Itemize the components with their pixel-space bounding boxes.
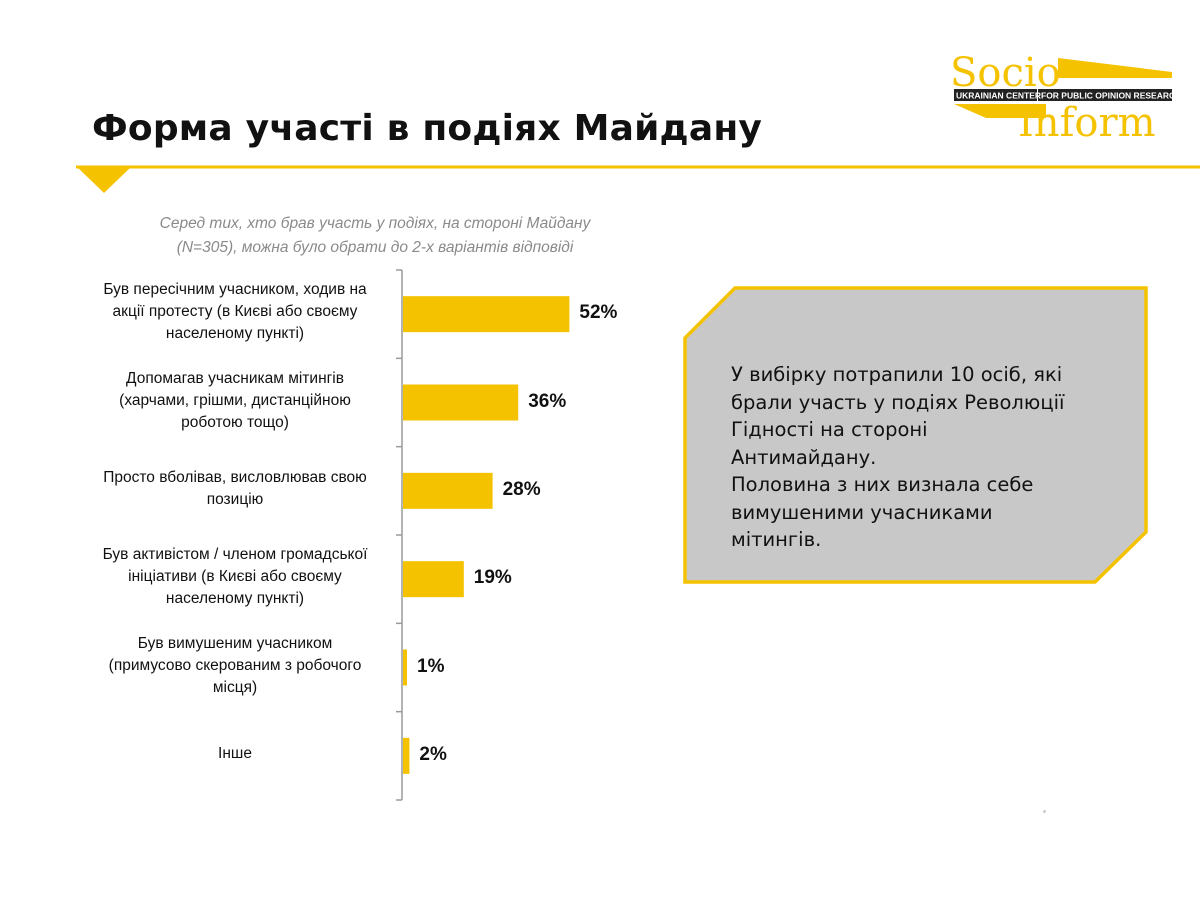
bar-3 <box>403 472 493 509</box>
category-label-line: Інше <box>218 744 252 762</box>
category-label-line: Був активістом / членом громадської <box>102 546 368 564</box>
category-label-line: Був вимушеним учасником <box>137 634 333 652</box>
category-label-line: (примусово скерованим з робочого <box>108 656 362 674</box>
category-label-line: ініціативи (в Києві або своєму <box>128 568 342 586</box>
value-label-6: 2% <box>419 743 447 765</box>
chart-subtitle: Серед тих, хто брав участь у подіях, на … <box>70 212 680 260</box>
category-label-line: населеному пункті) <box>165 590 305 608</box>
value-label-4: 19% <box>473 567 512 589</box>
category-label-line: роботою тощо) <box>181 413 289 431</box>
category-label-line: Допомагав учасникам мітингів <box>126 369 344 387</box>
note-line: У вибірку потрапили 10 осіб, які <box>731 363 1063 386</box>
logo-band-left: UKRAINIAN CENTER <box>956 91 1041 101</box>
value-label-5: 1% <box>417 655 445 677</box>
category-label-3: Просто вболівав, висловлював свою позицію <box>80 467 390 511</box>
bar-2 <box>403 384 519 421</box>
page-title: Форма участі в подіях Майдану <box>92 108 763 149</box>
decorative-dot <box>1043 810 1046 813</box>
category-label-line: позицію <box>206 490 264 508</box>
socioinform-logo: Socio UKRAINIAN CENTER FOR PUBLIC OPINIO… <box>950 52 1172 142</box>
logo-band-right: FOR PUBLIC OPINION RESEARCH <box>1041 91 1172 101</box>
value-label-3: 28% <box>502 478 541 500</box>
note-line: брали участь у подіях Революції <box>731 390 1065 414</box>
category-label-6: Інше <box>80 743 390 765</box>
note-text: У вибірку потрапили 10 осіб, які брали уч… <box>731 361 1091 554</box>
value-label-2: 36% <box>528 390 567 412</box>
note-line: мітингів. <box>731 528 822 551</box>
category-label-4: Був активістом / членом громадської ініці… <box>80 544 390 610</box>
bar-1 <box>403 296 570 333</box>
title-underline <box>76 165 1200 193</box>
logo-word-bottom: Inform <box>1018 100 1156 142</box>
category-label-line: населеному пункті) <box>165 325 305 343</box>
value-label-1: 52% <box>579 302 618 324</box>
category-label-2: Допомагав учасникам мітингів (харчами, гр… <box>80 368 390 434</box>
category-label-line: (харчами, грішми, дистанційною <box>119 391 351 409</box>
category-label-line: Був пересічним учасником, ходив на <box>103 281 367 299</box>
note-line: вимушеними учасниками <box>731 500 993 524</box>
note-line: Антимайдану. <box>731 445 877 469</box>
bar-4 <box>403 561 464 598</box>
bar-6 <box>403 737 410 774</box>
category-label-line: місця) <box>212 678 258 696</box>
note-line: Гідності на стороні <box>731 418 928 441</box>
logo-word-top: Socio <box>950 52 1061 96</box>
category-label-line: акції протесту (в Києві або своєму <box>112 303 358 321</box>
bar-5 <box>403 649 407 686</box>
category-label-5: Був вимушеним учасником (примусово скеров… <box>80 633 390 699</box>
subtitle-line-1: Серед тих, хто брав участь у подіях, на … <box>159 215 591 232</box>
category-label-1: Був пересічним учасником, ходив на акції … <box>80 279 390 345</box>
category-label-line: Просто вболівав, висловлював свою <box>103 468 367 486</box>
subtitle-line-2: (N=305), можна було обрати до 2-х варіан… <box>176 239 574 256</box>
note-line: Половина з них визнала себе <box>731 473 1034 496</box>
note-box <box>683 286 1148 584</box>
